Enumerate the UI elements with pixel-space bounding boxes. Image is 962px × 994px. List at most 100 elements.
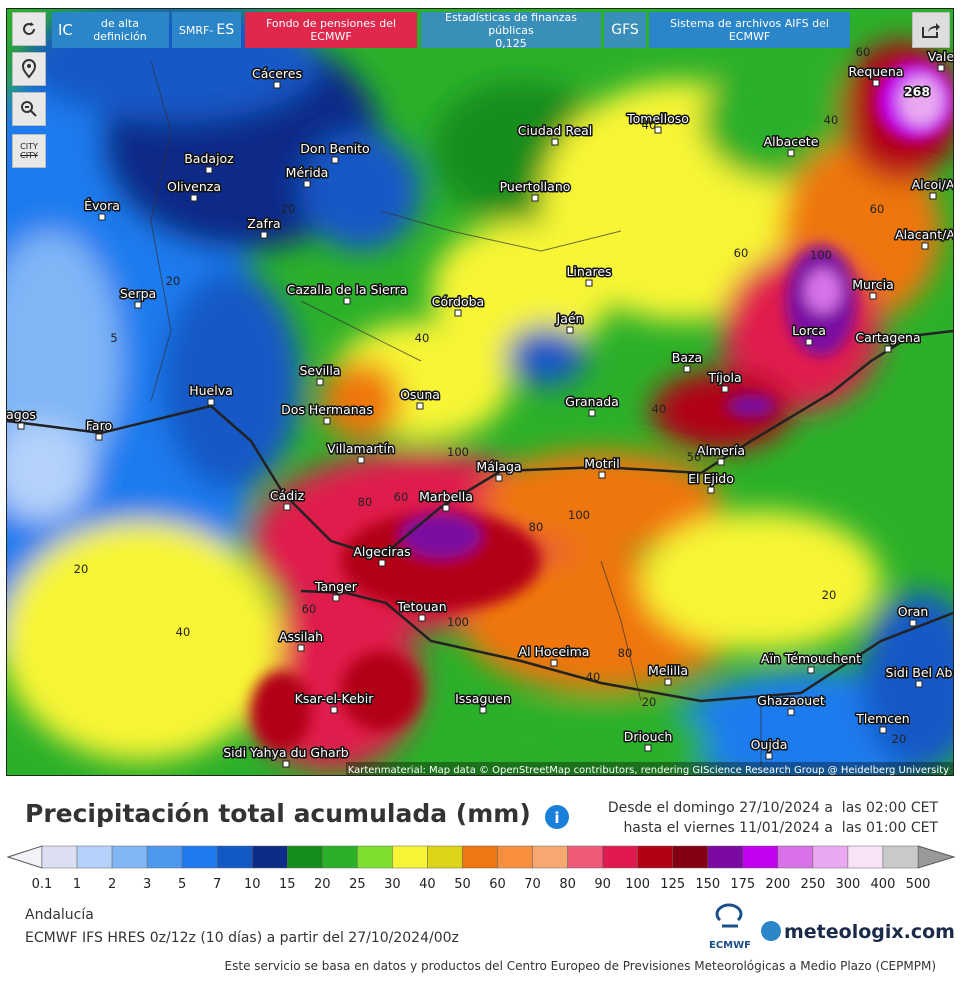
city-label: Tomelloso <box>626 111 689 126</box>
source-note: Este servicio se basa en datos y product… <box>225 959 936 973</box>
city-label: CITY <box>20 151 38 160</box>
scale-swatch <box>882 845 919 869</box>
info-icon[interactable] <box>545 805 569 829</box>
city-label: Oran <box>898 604 929 619</box>
aifs-button[interactable]: Sistema de archivos AIFS del ECMWF <box>649 12 850 48</box>
scale-arrow-low <box>6 845 43 869</box>
city-label: Huelva <box>189 383 233 398</box>
city-label: Cazalla de la Sierra <box>287 282 408 297</box>
city-label: Zafra <box>247 216 280 231</box>
refresh-button[interactable] <box>12 12 46 46</box>
city-label: Mérida <box>286 165 329 180</box>
zoom-button[interactable] <box>12 92 46 126</box>
city-label: Motril <box>584 456 619 471</box>
city-marker <box>323 417 331 425</box>
scale-swatch <box>497 845 533 869</box>
city-label: Badajoz <box>184 151 234 166</box>
city-marker <box>134 301 142 309</box>
contour-label: 60 <box>734 246 749 260</box>
brand-logo <box>761 921 781 941</box>
city-label: Osuna <box>400 387 440 402</box>
gfs-button[interactable]: GFS <box>604 12 646 48</box>
hd-button[interactable]: IC de alta definición <box>52 12 169 48</box>
scale-swatch <box>812 845 849 869</box>
scale-label: 80 <box>559 877 576 892</box>
hd-text: de alta definición <box>93 17 147 43</box>
city-marker <box>654 126 662 134</box>
city-marker <box>872 79 880 87</box>
city-label: Albacete <box>764 134 819 149</box>
city-label: Aïn Témouchent <box>761 651 861 666</box>
scale-label: 250 <box>800 877 825 892</box>
city-label: El Ejido <box>688 471 734 486</box>
contour-label: 80 <box>618 646 633 660</box>
city-label: Al Hoceima <box>519 644 590 659</box>
share-button[interactable] <box>912 12 950 48</box>
scale-swatch <box>777 845 814 869</box>
city-label: Ksar-el-Kebir <box>295 691 375 706</box>
city-label: Sidi Yahya du Gharb <box>223 745 349 760</box>
scale-label: 150 <box>695 877 720 892</box>
city-label: Murcia <box>852 277 894 292</box>
city-marker <box>205 166 213 174</box>
city-marker <box>805 338 813 346</box>
contour-label: 20 <box>166 274 181 288</box>
scale-label: 5 <box>178 877 186 892</box>
contour-label: 40 <box>642 118 657 132</box>
contour-label: 60 <box>302 602 317 616</box>
stats-button[interactable]: Estadísticas de finanzas públicas 0,125 <box>421 11 601 50</box>
city-marker <box>418 614 426 622</box>
contour-label: 40 <box>176 625 191 639</box>
scale-swatch <box>637 845 673 869</box>
scale-label: 200 <box>765 877 790 892</box>
contour-label: 40 <box>586 670 601 684</box>
city-label: Cartagena <box>855 330 920 345</box>
ecmwf-text: ECMWF <box>709 940 751 951</box>
scale-swatch <box>76 845 113 869</box>
city-label: Ghazaouet <box>757 693 825 708</box>
contour-label: 80 <box>358 495 373 509</box>
aifs-text: Sistema de archivos AIFS del ECMWF <box>670 17 829 43</box>
coastline <box>300 589 953 703</box>
contour-label: 20 <box>642 695 657 709</box>
city-marker <box>644 744 652 752</box>
scale-label: 60 <box>489 877 506 892</box>
contour-label: 40 <box>824 113 839 127</box>
city-label: Marbella <box>419 489 473 504</box>
city-label: Algeciras <box>353 544 410 559</box>
city-marker <box>331 156 339 164</box>
scale-label: 500 <box>906 877 931 892</box>
scale-swatch <box>181 845 218 869</box>
city-label: Puertollano <box>500 179 571 194</box>
info-icon-glyph: i <box>554 809 559 827</box>
legend: Precipitación total acumulada (mm) i Des… <box>0 780 962 990</box>
smrf-region: ES <box>216 21 235 38</box>
city-marker <box>598 471 606 479</box>
contour-label: 100 <box>447 445 469 459</box>
scale-swatch <box>251 845 288 869</box>
scale-label: 400 <box>871 877 896 892</box>
model-info: ECMWF IFS HRES 0z/12z (10 días) a partir… <box>25 930 459 946</box>
scale-label: 0.1 <box>32 877 53 892</box>
city-marker <box>566 326 574 334</box>
city-marker <box>787 708 795 716</box>
city-label: Córdoba <box>432 294 484 309</box>
city-label: Melilla <box>648 663 688 678</box>
map: Cáceres Badajoz Don Benito Mérida Olivenza Év… <box>6 8 954 776</box>
scale-swatch <box>742 845 779 869</box>
city-label: Driouch <box>624 729 673 744</box>
stats-value: 0,125 <box>495 36 527 50</box>
city-label: Olivenza <box>167 179 221 194</box>
contour-label: 40 <box>652 402 667 416</box>
pension-text: Fondo de pensiones del ECMWF <box>265 17 397 43</box>
smrf-button[interactable]: SMRF- ES <box>172 12 241 48</box>
scale-arrow-high <box>917 845 956 869</box>
contour-label: 100 <box>447 615 469 629</box>
scale-swatch <box>357 845 393 869</box>
pension-button[interactable]: Fondo de pensiones del ECMWF <box>245 12 417 48</box>
date-to: hasta el viernes 11/01/2024 a las 01:00 … <box>623 820 938 836</box>
location-button[interactable] <box>12 52 46 86</box>
scale-label: 25 <box>349 877 366 892</box>
city-button[interactable]: CITY CITY <box>12 134 46 168</box>
city-label: Faro <box>86 418 112 433</box>
